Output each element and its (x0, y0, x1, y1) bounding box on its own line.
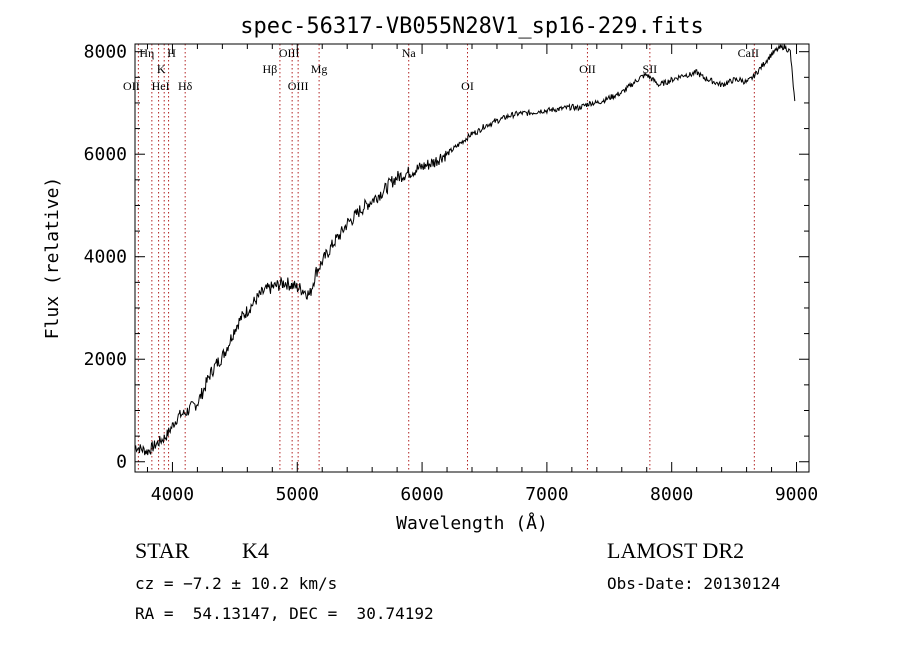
line-marker-label: Mg (311, 62, 328, 76)
y-tick-label: 8000 (84, 42, 127, 63)
y-tick-label: 2000 (84, 349, 127, 370)
line-marker-label: CaII (738, 46, 759, 60)
y-tick-label: 6000 (84, 144, 127, 165)
axis-ticks: 4000 5000 6000 7000 8000 9000 0 2000 4000 6000 800… (84, 42, 819, 505)
object-subclass: K4 (242, 538, 269, 563)
x-tick-label: 7000 (525, 484, 568, 505)
redshift-cz: cz = −7.2 ± 10.2 km/s (135, 574, 338, 593)
observation-date: Obs-Date: 20130124 (607, 574, 781, 593)
line-marker-label: OI (461, 79, 474, 93)
coordinates: RA = 54.13147, DEC = 30.74192 (135, 604, 434, 623)
x-axis-label: Wavelength (Å) (396, 512, 548, 534)
line-marker-label: OII (579, 62, 596, 76)
x-tick-label: 4000 (151, 484, 194, 505)
x-tick-label: 9000 (775, 484, 818, 505)
line-marker-label: K (157, 62, 166, 76)
line-marker-label: Hδ (178, 79, 193, 93)
line-marker-label: Na (402, 46, 417, 60)
line-marker-label: Hβ (263, 62, 278, 76)
survey-name: LAMOST DR2 (607, 538, 745, 563)
plot-frame (134, 43, 810, 473)
object-class: STAR (135, 538, 190, 563)
y-tick-label: 4000 (84, 247, 127, 268)
line-marker-label: Hη (139, 46, 154, 60)
y-tick-label: 0 (116, 452, 127, 473)
chart-title: spec-56317-VB055N28V1_sp16-229.fits (240, 14, 704, 39)
line-marker-label: OIII (288, 79, 309, 93)
line-marker-label: HeI (152, 79, 170, 93)
line-marker-label: OIII (279, 46, 300, 60)
y-axis-label: Flux (relative) (42, 177, 63, 340)
x-tick-label: 8000 (650, 484, 693, 505)
line-marker-label: H (167, 46, 176, 60)
spectrum-line (134, 43, 796, 456)
x-tick-label: 6000 (400, 484, 443, 505)
x-tick-label: 5000 (276, 484, 319, 505)
line-marker-label: SII (643, 62, 658, 76)
line-marker-label: OII (123, 79, 140, 93)
